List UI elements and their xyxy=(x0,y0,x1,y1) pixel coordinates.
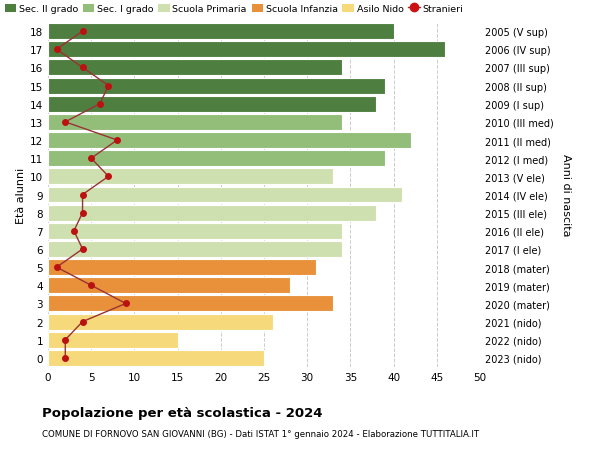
Bar xyxy=(48,96,376,112)
Bar xyxy=(48,332,178,348)
Bar xyxy=(48,24,394,40)
Bar xyxy=(48,314,272,330)
Bar xyxy=(48,241,342,257)
Bar xyxy=(48,60,342,76)
Bar xyxy=(48,187,402,203)
Bar xyxy=(48,115,342,130)
Bar xyxy=(48,296,333,312)
Bar xyxy=(48,151,385,167)
Bar xyxy=(48,169,333,185)
Y-axis label: Anni di nascita: Anni di nascita xyxy=(560,154,571,236)
Bar xyxy=(48,205,376,221)
Legend: Sec. II grado, Sec. I grado, Scuola Primaria, Scuola Infanzia, Asilo Nido, Stran: Sec. II grado, Sec. I grado, Scuola Prim… xyxy=(5,5,463,14)
Bar xyxy=(48,350,264,366)
Bar xyxy=(48,278,290,294)
Bar xyxy=(48,42,445,58)
Bar xyxy=(48,224,342,239)
Y-axis label: Età alunni: Età alunni xyxy=(16,167,26,223)
Bar xyxy=(48,78,385,95)
Bar xyxy=(48,260,316,275)
Text: Popolazione per età scolastica - 2024: Popolazione per età scolastica - 2024 xyxy=(42,406,323,419)
Bar xyxy=(48,133,411,149)
Text: COMUNE DI FORNOVO SAN GIOVANNI (BG) - Dati ISTAT 1° gennaio 2024 - Elaborazione : COMUNE DI FORNOVO SAN GIOVANNI (BG) - Da… xyxy=(42,429,479,438)
